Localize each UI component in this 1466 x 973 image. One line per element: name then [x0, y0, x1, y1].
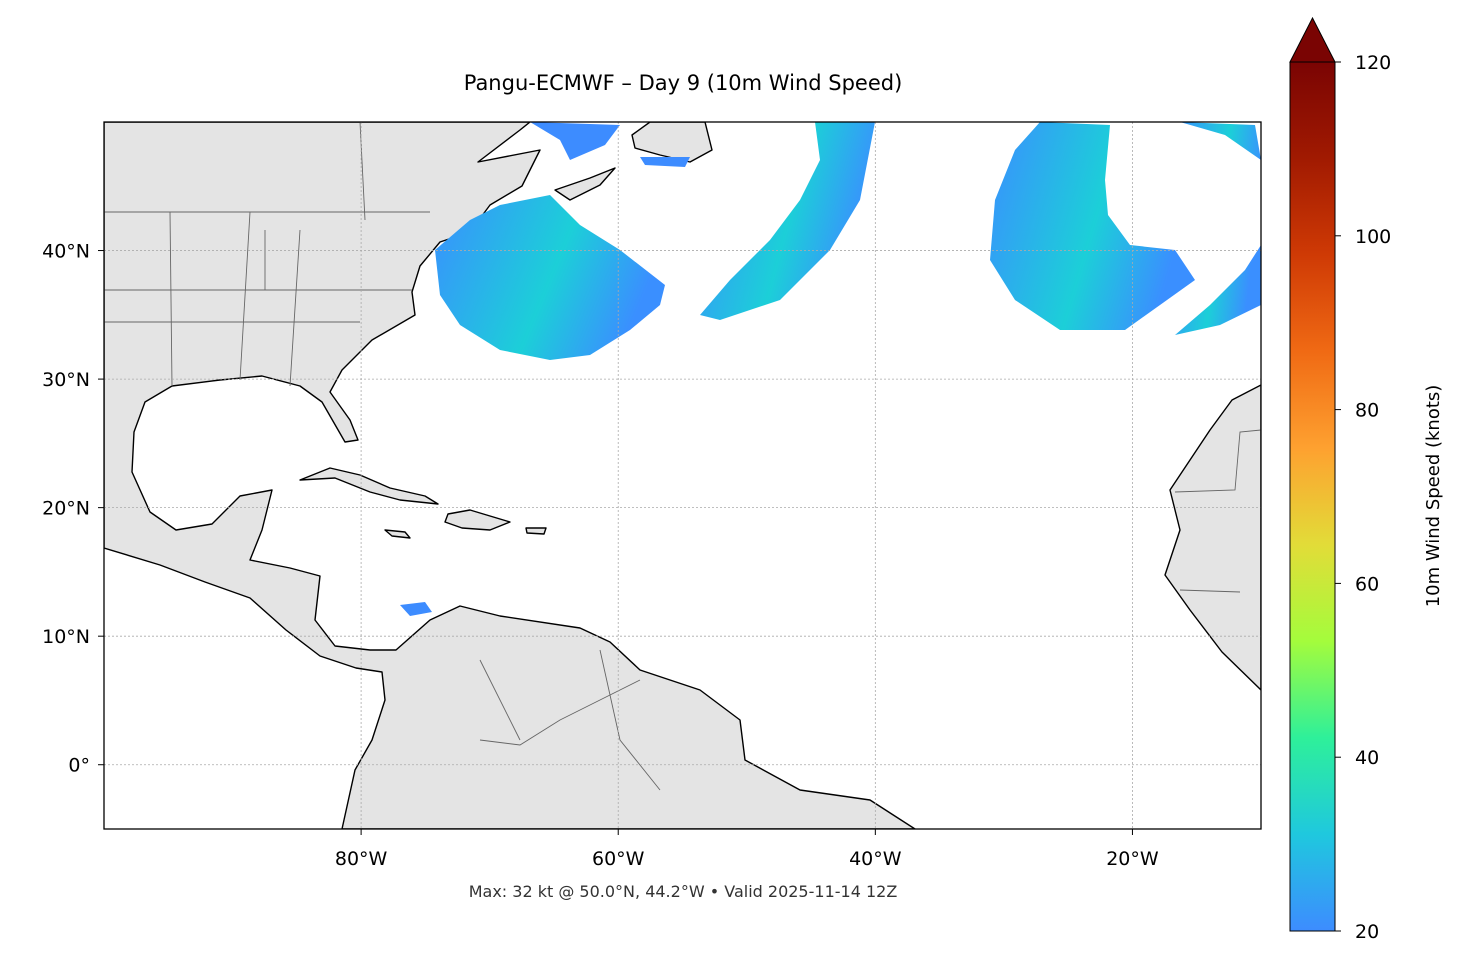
y-tick-label: 40°N — [42, 241, 90, 263]
hispaniola — [444, 509, 511, 531]
colorbar — [1289, 61, 1336, 932]
x-tick-label: 80°W — [335, 848, 388, 870]
y-tick-label: 10°N — [42, 626, 90, 648]
x-tick-label: 40°W — [849, 848, 902, 870]
y-tick-label: 20°N — [42, 498, 90, 520]
x-tick-label: 60°W — [592, 848, 645, 870]
colorbar-tick-label: 120 — [1355, 52, 1391, 74]
wind-swath — [1175, 122, 1261, 335]
borders — [104, 122, 1261, 791]
colorbar-tick-label: 20 — [1355, 921, 1379, 943]
jamaica — [384, 529, 411, 539]
wind-swath — [700, 122, 875, 320]
x-tick-label: 20°W — [1106, 848, 1159, 870]
plot-frame — [103, 121, 1262, 830]
map-area — [104, 122, 1261, 829]
newfoundland — [631, 122, 713, 163]
wind-swath — [990, 122, 1195, 330]
chart-title: Pangu-ECMWF – Day 9 (10m Wind Speed) — [464, 71, 903, 95]
footnote: Max: 32 kt @ 50.0°N, 44.2°W • Valid 2025… — [469, 882, 898, 901]
nova-scotia — [554, 167, 616, 201]
colorbar-extend — [1289, 16, 1336, 63]
americas — [104, 122, 916, 829]
colorbar-tick-label: 100 — [1355, 226, 1391, 248]
wind-swath — [435, 195, 665, 360]
colorbar-tick-label: 40 — [1355, 747, 1379, 769]
cuba — [299, 467, 439, 505]
y-tick-label: 30°N — [42, 369, 90, 391]
colorbar-tick-label: 80 — [1355, 400, 1379, 422]
y-tick-label: 0° — [68, 755, 90, 777]
puerto-rico — [525, 527, 547, 535]
colorbar-tick-label: 60 — [1355, 573, 1379, 595]
colorbar-label: 10m Wind Speed (knots) — [1423, 385, 1444, 608]
africa — [1164, 384, 1261, 691]
